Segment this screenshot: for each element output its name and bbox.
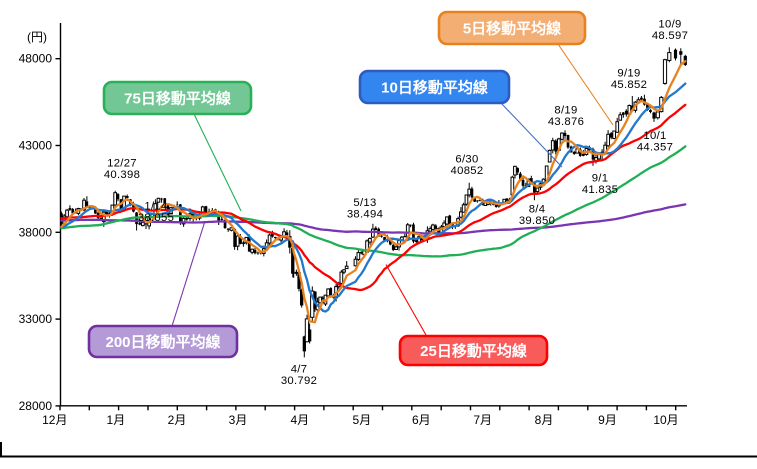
svg-text:75日移動平均線: 75日移動平均線 bbox=[124, 90, 231, 108]
svg-text:40.398: 40.398 bbox=[104, 169, 140, 181]
svg-text:4/7: 4/7 bbox=[291, 364, 308, 376]
svg-text:28000: 28000 bbox=[19, 399, 53, 413]
svg-text:8/4: 8/4 bbox=[529, 204, 546, 216]
svg-text:9/1: 9/1 bbox=[592, 173, 609, 185]
svg-text:44.357: 44.357 bbox=[637, 142, 673, 154]
svg-text:10日移動平均線: 10日移動平均線 bbox=[381, 79, 488, 97]
svg-text:45.852: 45.852 bbox=[611, 79, 647, 91]
svg-text:(円): (円) bbox=[27, 30, 47, 44]
svg-text:41.835: 41.835 bbox=[582, 184, 618, 196]
svg-text:30.792: 30.792 bbox=[281, 375, 317, 387]
svg-text:9/19: 9/19 bbox=[617, 68, 640, 80]
svg-text:40852: 40852 bbox=[451, 165, 484, 177]
svg-text:200日移動平均線: 200日移動平均線 bbox=[105, 333, 220, 351]
svg-text:38.494: 38.494 bbox=[347, 209, 383, 221]
svg-text:25日移動平均線: 25日移動平均線 bbox=[420, 342, 527, 360]
svg-text:1/14: 1/14 bbox=[144, 201, 167, 213]
svg-text:5月: 5月 bbox=[353, 413, 372, 427]
svg-text:3月: 3月 bbox=[229, 413, 248, 427]
svg-text:6/30: 6/30 bbox=[455, 154, 478, 166]
svg-text:2月: 2月 bbox=[168, 413, 187, 427]
svg-text:12月: 12月 bbox=[42, 413, 67, 427]
svg-text:39.850: 39.850 bbox=[519, 215, 555, 227]
svg-text:8月: 8月 bbox=[535, 413, 554, 427]
svg-text:5/13: 5/13 bbox=[353, 197, 376, 209]
svg-text:4月: 4月 bbox=[290, 413, 309, 427]
svg-text:5日移動平均線: 5日移動平均線 bbox=[463, 20, 561, 38]
svg-text:10/9: 10/9 bbox=[658, 19, 681, 31]
svg-text:43000: 43000 bbox=[19, 139, 53, 153]
svg-text:48.597: 48.597 bbox=[652, 30, 688, 42]
svg-text:33000: 33000 bbox=[19, 312, 53, 326]
svg-text:10月: 10月 bbox=[653, 413, 678, 427]
svg-text:38000: 38000 bbox=[19, 225, 53, 239]
svg-text:43.876: 43.876 bbox=[548, 116, 584, 128]
svg-text:6月: 6月 bbox=[412, 413, 431, 427]
svg-text:10/1: 10/1 bbox=[643, 130, 666, 142]
svg-text:38.055: 38.055 bbox=[138, 212, 174, 224]
svg-text:9月: 9月 bbox=[598, 413, 617, 427]
svg-text:12/27: 12/27 bbox=[107, 158, 137, 170]
svg-text:48000: 48000 bbox=[19, 52, 53, 66]
svg-text:7月: 7月 bbox=[473, 413, 492, 427]
svg-text:8/19: 8/19 bbox=[554, 105, 577, 117]
svg-text:1月: 1月 bbox=[107, 413, 126, 427]
